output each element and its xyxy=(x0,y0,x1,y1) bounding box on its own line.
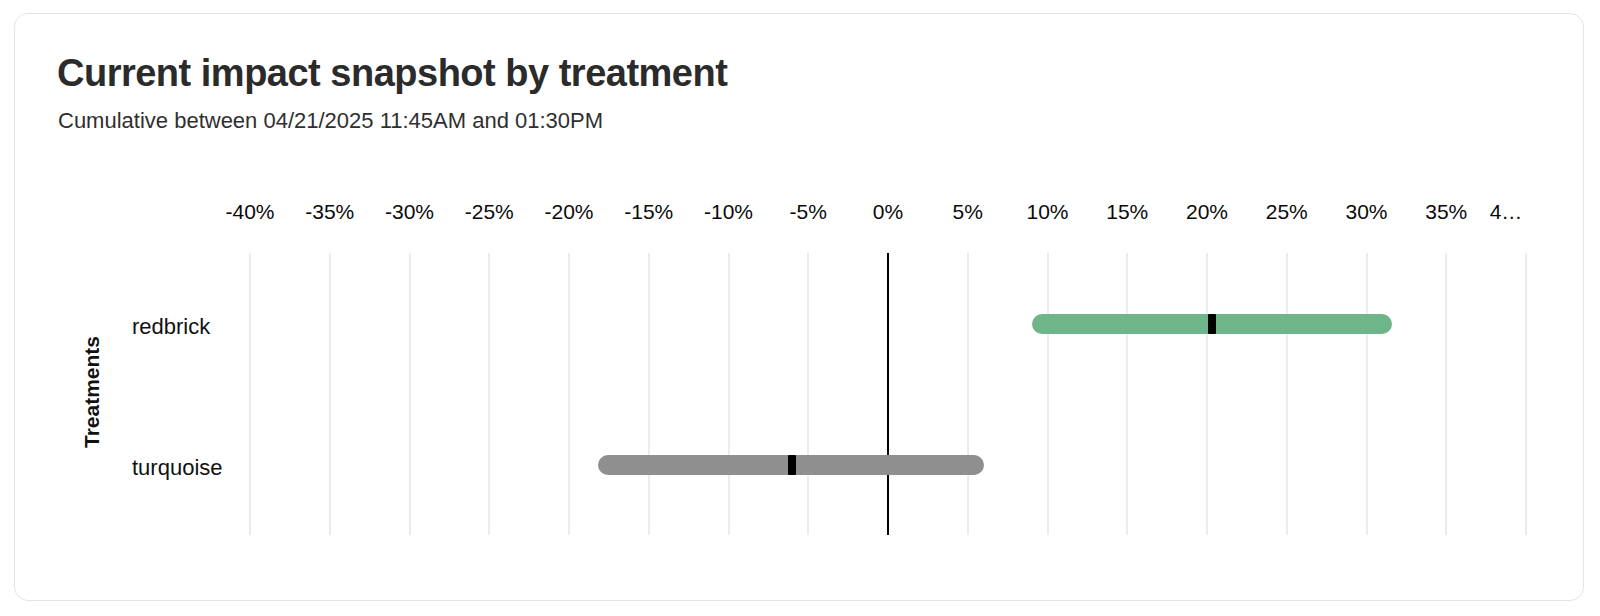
gridline xyxy=(807,253,809,535)
gridline xyxy=(1525,253,1527,535)
x-tick-label: 10% xyxy=(1008,200,1088,224)
gridline xyxy=(409,253,411,535)
gridline xyxy=(1366,253,1368,535)
x-tick-label: -10% xyxy=(689,200,769,224)
gridline xyxy=(1206,253,1208,535)
point-estimate-marker-turquoise xyxy=(788,455,796,475)
x-tick-label: 5% xyxy=(928,200,1008,224)
zero-baseline xyxy=(887,253,889,535)
x-tick-label: -30% xyxy=(370,200,450,224)
gridline xyxy=(1047,253,1049,535)
gridline xyxy=(728,253,730,535)
x-tick-label: 25% xyxy=(1247,200,1327,224)
x-tick-label: -40% xyxy=(210,200,290,224)
x-tick-label: 30% xyxy=(1327,200,1407,224)
chart-title: Current impact snapshot by treatment xyxy=(57,52,727,95)
x-tick-label: -20% xyxy=(529,200,609,224)
gridline xyxy=(249,253,251,535)
x-tick-label: -15% xyxy=(609,200,689,224)
category-label-redbrick: redbrick xyxy=(132,313,210,341)
x-tick-label: -35% xyxy=(290,200,370,224)
gridline xyxy=(329,253,331,535)
x-tick-label: 0% xyxy=(848,200,928,224)
impact-chart: Current impact snapshot by treatment Cum… xyxy=(0,0,1600,616)
category-label-turquoise: turquoise xyxy=(132,454,223,482)
x-tick-label: -5% xyxy=(768,200,848,224)
gridline xyxy=(1286,253,1288,535)
x-tick-label: 4… xyxy=(1466,200,1546,224)
gridline xyxy=(1126,253,1128,535)
x-tick-label: -25% xyxy=(449,200,529,224)
gridline xyxy=(488,253,490,535)
chart-subtitle: Cumulative between 04/21/2025 11:45AM an… xyxy=(58,108,603,134)
point-estimate-marker-redbrick xyxy=(1208,314,1216,334)
x-tick-label: 15% xyxy=(1087,200,1167,224)
gridline xyxy=(1445,253,1447,535)
y-axis-title: Treatments xyxy=(80,292,104,492)
x-tick-label: 20% xyxy=(1167,200,1247,224)
gridline xyxy=(967,253,969,535)
gridline xyxy=(648,253,650,535)
gridline xyxy=(568,253,570,535)
